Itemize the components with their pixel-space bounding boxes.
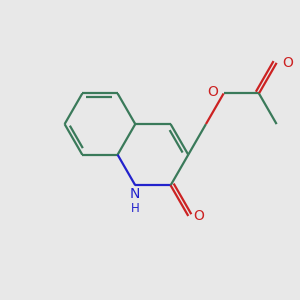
Text: H: H xyxy=(131,202,140,214)
Text: O: O xyxy=(282,56,293,70)
Text: N: N xyxy=(130,187,140,201)
Text: O: O xyxy=(194,209,205,223)
Text: O: O xyxy=(207,85,218,99)
